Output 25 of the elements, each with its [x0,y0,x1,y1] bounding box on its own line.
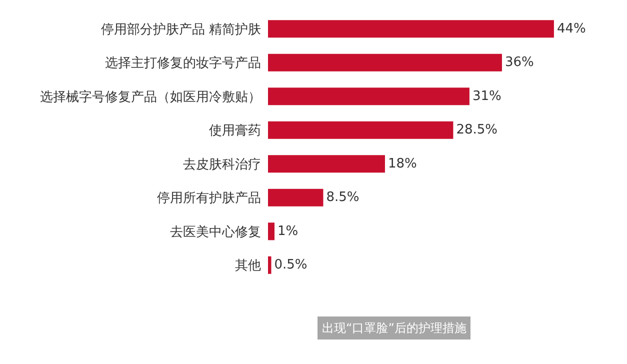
bar [268,155,385,173]
y-tick-label: 去医美中心修复 [170,224,261,240]
y-tick-label: 停用部分护肤产品 精简护肤 [100,22,261,38]
data-label: 31% [472,88,502,104]
bar [268,256,272,274]
data-label: 28.5% [456,122,498,138]
y-tick-label: 选择主打修复的妆字号产品 [105,55,261,72]
data-label: 36% [504,55,534,70]
data-label: 8.5% [326,190,360,206]
bar [268,222,274,240]
bar [268,188,324,206]
y-tick-label: 停用所有护肤产品 [157,191,261,206]
y-tick-label: 去皮肤科治疗 [183,157,261,172]
bar [268,88,470,106]
y-tick-label: 使用膏药 [209,124,261,139]
data-label: 1% [278,224,298,239]
bar [268,54,502,72]
y-tick-label: 其他 [235,258,261,274]
data-label: 18% [388,156,417,172]
bar [268,20,554,38]
data-label: 44% [556,21,586,36]
data-label: 0.5% [274,258,308,273]
text: 出现“口罩脸”后的护理措施 [322,321,466,335]
bar [268,121,454,139]
y-tick-label: 选择械字号修复产品（如医用冷敷贴） [40,88,261,105]
